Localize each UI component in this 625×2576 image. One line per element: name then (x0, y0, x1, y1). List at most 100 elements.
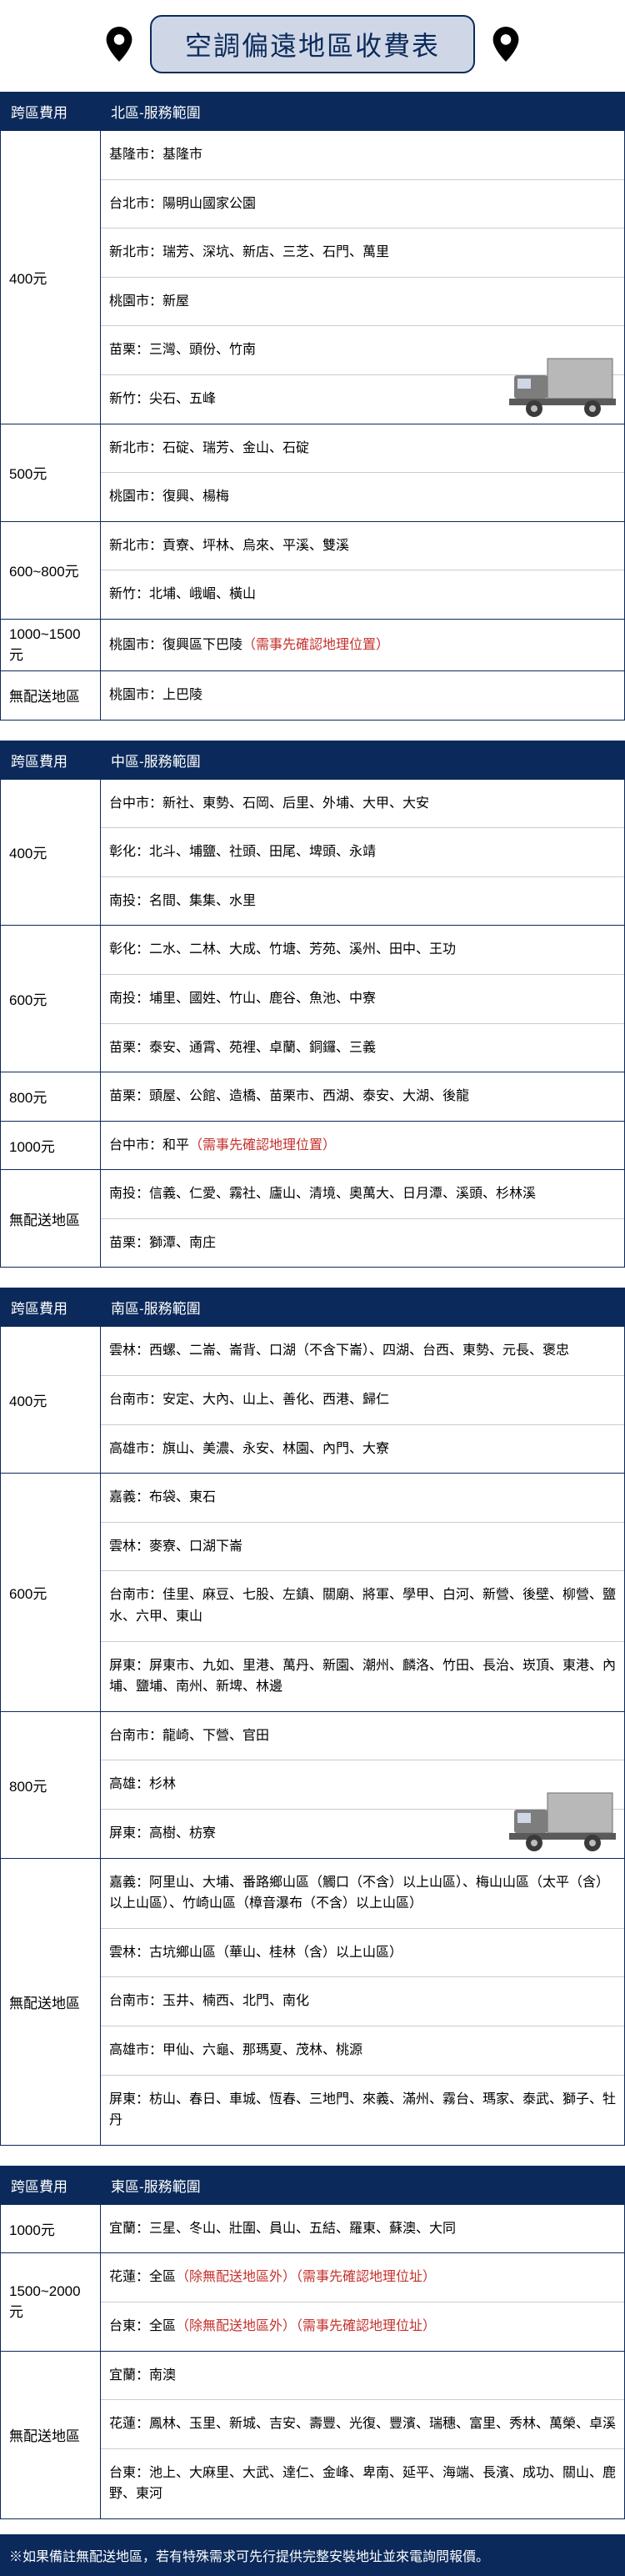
area-line: 台南市：佳里、麻豆、七股、左鎮、關廟、將軍、學甲、白河、新營、後壁、柳營、鹽水、… (101, 1570, 624, 1640)
column-header-fee: 跨區費用 (1, 1288, 101, 1327)
fee-cell: 1000元 (1, 1121, 101, 1170)
area-line: 屏東：屏東市、九如、里港、萬丹、新園、潮州、麟洛、竹田、長治、崁頂、東港、內埔、… (101, 1641, 624, 1711)
areas-cell: 宜蘭：南澳花蓮：鳳林、玉里、新城、吉安、壽豐、光復、豐濱、瑞穗、富里、秀林、萬榮… (101, 2351, 625, 2518)
area-line: 桃園市：復興、楊梅 (101, 472, 624, 521)
area-line: 花蓮：鳳林、玉里、新城、吉安、壽豐、光復、豐濱、瑞穗、富里、秀林、萬榮、卓溪 (101, 2399, 624, 2448)
table-row: 600元嘉義：布袋、東石雲林：麥寮、口湖下崙台南市：佳里、麻豆、七股、左鎮、關廟… (1, 1474, 625, 1712)
area-text: 台東：全區 (109, 2319, 176, 2333)
area-line: 屏東：枋山、春日、車城、恆春、三地門、來義、滿州、霧台、瑪家、泰武、獅子、牡丹 (101, 2075, 624, 2145)
area-line: 高雄市：甲仙、六龜、那瑪夏、茂林、桃源 (101, 2026, 624, 2075)
area-line: 苗栗：獅潭、南庄 (101, 1218, 624, 1268)
table-row: 無配送地區南投：信義、仁愛、霧社、廬山、清境、奧萬大、日月潭、溪頭、杉林溪苗栗：… (1, 1170, 625, 1268)
table-row: 1500~2000元花蓮：全區（除無配送地區外）（需事先確認地理位址）台東：全區… (1, 2253, 625, 2351)
truck-icon (509, 1788, 618, 1855)
region-table: 跨區費用東區-服務範圍1000元宜蘭：三星、冬山、壯圍、員山、五結、羅東、蘇澳、… (0, 2166, 625, 2519)
column-header-scope: 南區-服務範圍 (101, 1288, 625, 1327)
column-header-scope: 北區-服務範圍 (101, 93, 625, 131)
area-line: 嘉義：阿里山、大埔、番路鄉山區（觸口（不含）以上山區）、梅山山區（太平（含）以上… (101, 1859, 624, 1928)
area-line: 彰化：二水、二林、大成、竹塘、芳苑、溪州、田中、王功 (101, 926, 624, 974)
area-line: 台中市：和平（需事先確認地理位置） (101, 1122, 624, 1170)
area-line: 苗栗：頭屋、公館、造橋、苗栗市、西湖、泰安、大湖、後龍 (101, 1072, 624, 1121)
areas-cell: 嘉義：布袋、東石雲林：麥寮、口湖下崙台南市：佳里、麻豆、七股、左鎮、關廟、將軍、… (101, 1474, 625, 1712)
areas-cell: 雲林：西螺、二崙、崙背、口湖（不含下崙）、四湖、台西、東勢、元長、褒忠台南市：安… (101, 1327, 625, 1474)
area-text: 雲林：西螺、二崙、崙背、口湖（不含下崙）、四湖、台西、東勢、元長、褒忠 (109, 1343, 569, 1358)
areas-cell: 彰化：二水、二林、大成、竹塘、芳苑、溪州、田中、王功南投：埔里、國姓、竹山、鹿谷… (101, 926, 625, 1072)
table-row: 500元新北市：石碇、瑞芳、金山、石碇桃園市：復興、楊梅 (1, 424, 625, 521)
area-text: 花蓮：全區 (109, 2270, 176, 2284)
column-header-fee: 跨區費用 (1, 741, 101, 779)
areas-cell: 苗栗：頭屋、公館、造橋、苗栗市、西湖、泰安、大湖、後龍 (101, 1072, 625, 1122)
area-warning: （除無配送地區外）（需事先確認地理位址） (176, 2270, 436, 2284)
fee-cell: 600元 (1, 1474, 101, 1712)
area-text: 南投：信義、仁愛、霧社、廬山、清境、奧萬大、日月潭、溪頭、杉林溪 (109, 1187, 536, 1201)
area-text: 台南市：安定、大內、山上、善化、西港、歸仁 (109, 1393, 389, 1407)
area-line: 桃園市：復興區下巴陵（需事先確認地理位置） (101, 621, 624, 670)
table-row: 800元台南市：龍崎、下營、官田高雄：杉林屏東：高樹、枋寮 (1, 1711, 625, 1858)
area-line: 雲林：麥寮、口湖下崙 (101, 1522, 624, 1571)
area-line: 嘉義：布袋、東石 (101, 1474, 624, 1522)
area-line: 南投：信義、仁愛、霧社、廬山、清境、奧萬大、日月潭、溪頭、杉林溪 (101, 1170, 624, 1218)
area-text: 南投：埔里、國姓、竹山、鹿谷、魚池、中寮 (109, 992, 376, 1006)
truck-icon (509, 354, 618, 420)
table-row: 600元彰化：二水、二林、大成、竹塘、芳苑、溪州、田中、王功南投：埔里、國姓、竹… (1, 926, 625, 1072)
footer-note: ※如果備註無配送地區，若有特殊需求可先行提供完整安裝地址並來電詢問報價。 (0, 2534, 625, 2576)
table-row: 無配送地區桃園市：上巴陵 (1, 670, 625, 720)
area-text: 苗栗：泰安、通霄、苑裡、卓蘭、銅鑼、三義 (109, 1041, 376, 1055)
areas-cell: 花蓮：全區（除無配送地區外）（需事先確認地理位址） 台東：全區（除無配送地區外）（… (101, 2253, 625, 2351)
area-text: 苗栗：頭屋、公館、造橋、苗栗市、西湖、泰安、大湖、後龍 (109, 1089, 469, 1103)
area-line: 南投：埔里、國姓、竹山、鹿谷、魚池、中寮 (101, 974, 624, 1023)
area-line: 彰化：北斗、埔鹽、社頭、田尾、埤頭、永靖 (101, 827, 624, 876)
table-row: 1000~1500元桃園市：復興區下巴陵（需事先確認地理位置） (1, 619, 625, 670)
table-row: 1000元台中市：和平（需事先確認地理位置） (1, 1121, 625, 1170)
area-line: 桃園市：新屋 (101, 277, 624, 326)
table-row: 600~800元新北市：貢寮、坪林、烏來、平溪、雙溪新竹：北埔、峨嵋、橫山 (1, 521, 625, 619)
area-line: 苗栗：泰安、通霄、苑裡、卓蘭、銅鑼、三義 (101, 1023, 624, 1072)
area-text: 台北市：陽明山國家公園 (109, 197, 256, 211)
area-text: 花蓮：鳳林、玉里、新城、吉安、壽豐、光復、豐濱、瑞穗、富里、秀林、萬榮、卓溪 (109, 2417, 616, 2431)
column-header-fee: 跨區費用 (1, 93, 101, 131)
area-line: 台南市：安定、大內、山上、善化、西港、歸仁 (101, 1375, 624, 1424)
area-text: 基隆市：基隆市 (109, 148, 202, 162)
area-line: 高雄市：旗山、美濃、永安、林園、內門、大寮 (101, 1424, 624, 1474)
area-text: 台南市：玉井、楠西、北門、南化 (109, 1994, 309, 2008)
fee-cell: 600元 (1, 926, 101, 1072)
area-line: 台中市：新社、東勢、石岡、后里、外埔、大甲、大安 (101, 780, 624, 828)
area-text: 台南市：龍崎、下營、官田 (109, 1729, 269, 1743)
area-line: 台東：全區（除無配送地區外）（需事先確認地理位址） (101, 2302, 624, 2351)
area-text: 新竹：尖石、五峰 (109, 392, 216, 406)
area-line: 雲林：西螺、二崙、崙背、口湖（不含下崙）、四湖、台西、東勢、元長、褒忠 (101, 1327, 624, 1375)
area-line: 雲林：古坑鄉山區（華山、桂林（含）以上山區） (101, 1928, 624, 1977)
area-text: 嘉義：布袋、東石 (109, 1490, 216, 1504)
area-text: 苗栗：獅潭、南庄 (109, 1236, 216, 1250)
region-table: 跨區費用中區-服務範圍400元台中市：新社、東勢、石岡、后里、外埔、大甲、大安彰… (0, 741, 625, 1268)
fee-cell: 無配送地區 (1, 2351, 101, 2518)
area-text: 新竹：北埔、峨嵋、橫山 (109, 587, 256, 601)
fee-cell: 500元 (1, 424, 101, 521)
fee-cell: 800元 (1, 1072, 101, 1122)
area-text: 桃園市：復興、楊梅 (109, 490, 229, 504)
area-text: 新北市：石碇、瑞芳、金山、石碇 (109, 441, 309, 455)
area-text: 桃園市：上巴陵 (109, 688, 202, 702)
area-text: 桃園市：新屋 (109, 294, 189, 309)
area-text: 彰化：二水、二林、大成、竹塘、芳苑、溪州、田中、王功 (109, 942, 456, 957)
area-text: 高雄市：旗山、美濃、永安、林園、內門、大寮 (109, 1442, 389, 1456)
area-text: 彰化：北斗、埔鹽、社頭、田尾、埤頭、永靖 (109, 845, 376, 859)
fee-cell: 400元 (1, 779, 101, 926)
table-row: 400元台中市：新社、東勢、石岡、后里、外埔、大甲、大安彰化：北斗、埔鹽、社頭、… (1, 779, 625, 926)
fee-cell: 600~800元 (1, 521, 101, 619)
area-line: 宜蘭：南澳 (101, 2352, 624, 2400)
table-row: 1000元宜蘭：三星、冬山、壯圍、員山、五結、羅東、蘇澳、大同 (1, 2204, 625, 2253)
area-text: 屏東：枋山、春日、車城、恆春、三地門、來義、滿州、霧台、瑪家、泰武、獅子、牡丹 (109, 2092, 616, 2128)
area-text: 新北市：瑞芳、深坑、新店、三芝、石門、萬里 (109, 245, 389, 259)
area-line: 台東：池上、大麻里、大武、達仁、金峰、卑南、延平、海端、長濱、成功、關山、鹿野、… (101, 2448, 624, 2518)
column-header-scope: 東區-服務範圍 (101, 2166, 625, 2204)
areas-cell: 桃園市：上巴陵 (101, 670, 625, 720)
regions-container: 跨區費用北區-服務範圍400元基隆市：基隆市台北市：陽明山國家公園新北市：瑞芳、… (0, 92, 625, 2531)
area-warning: （需事先確認地理位置） (189, 1138, 336, 1152)
areas-cell: 台南市：龍崎、下營、官田高雄：杉林屏東：高樹、枋寮 (101, 1711, 625, 1858)
area-line: 新北市：石碇、瑞芳、金山、石碇 (101, 424, 624, 473)
areas-cell: 嘉義：阿里山、大埔、番路鄉山區（觸口（不含）以上山區）、梅山山區（太平（含）以上… (101, 1858, 625, 2145)
area-text: 南投：名間、集集、水里 (109, 894, 256, 908)
area-text: 雲林：古坑鄉山區（華山、桂林（含）以上山區） (109, 1946, 402, 1960)
column-header-fee: 跨區費用 (1, 2166, 101, 2204)
